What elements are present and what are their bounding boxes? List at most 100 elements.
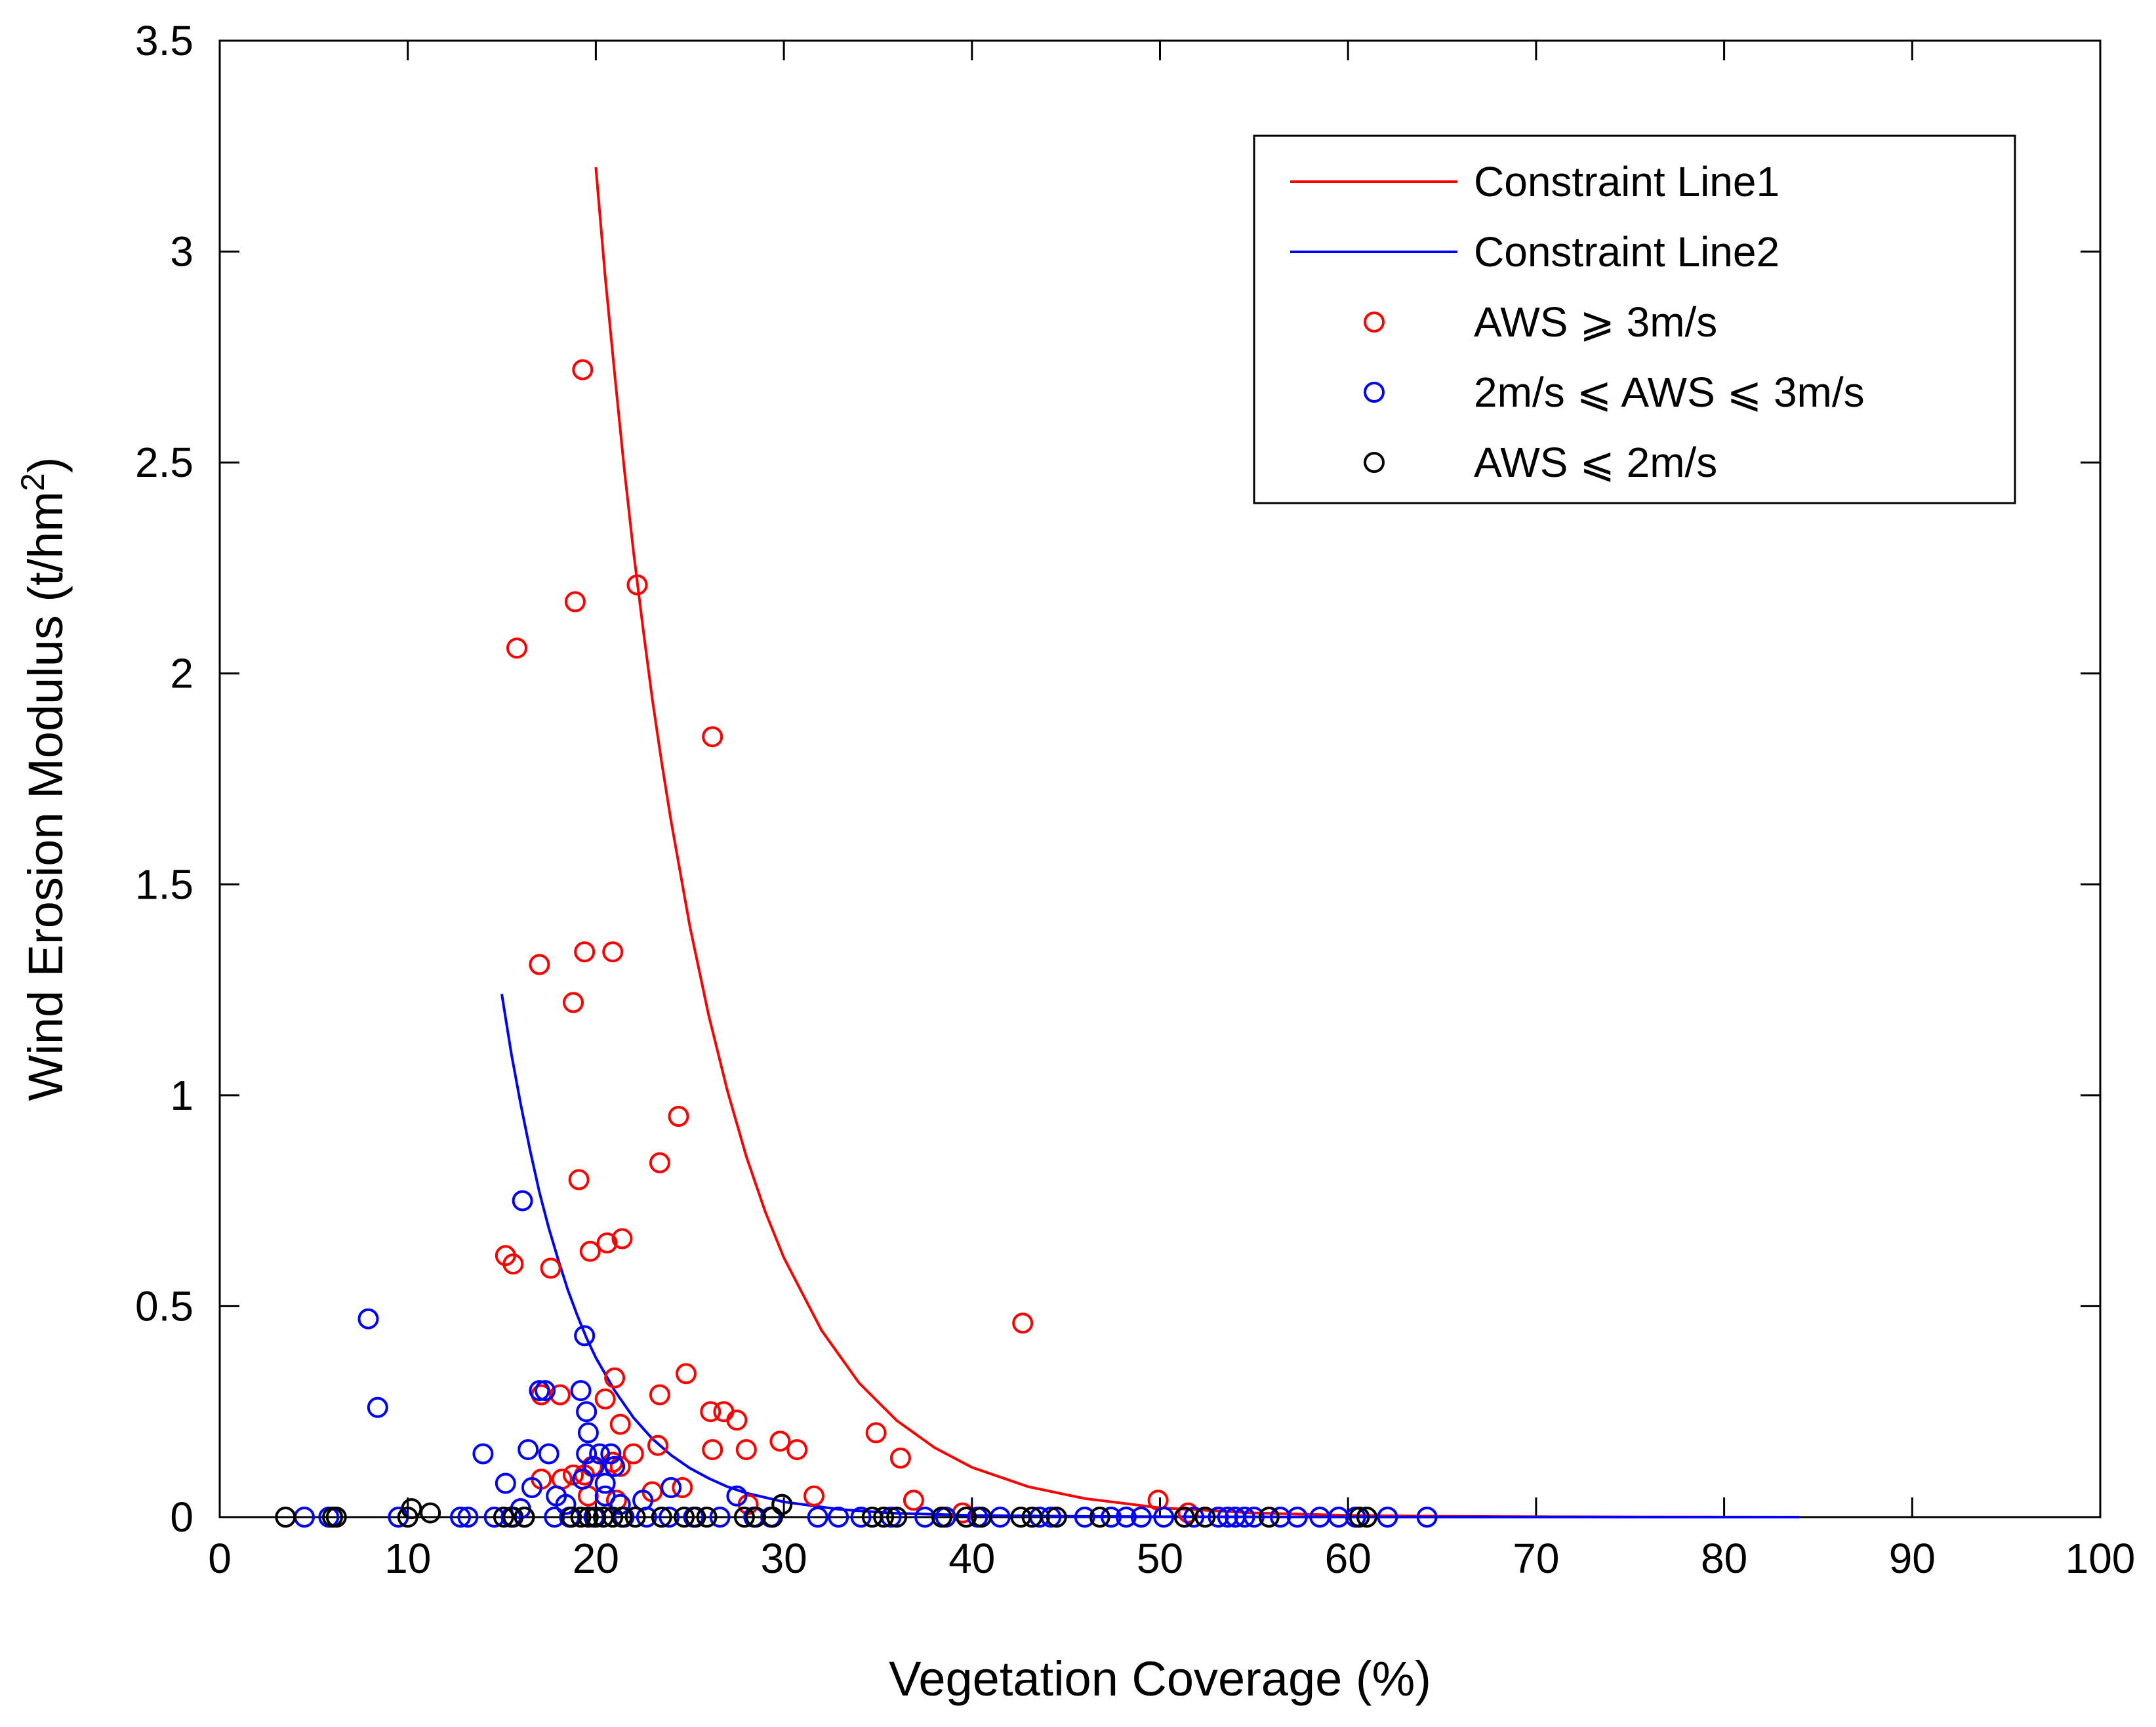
series-1-point bbox=[769, 1431, 791, 1452]
series-2-point bbox=[512, 1190, 533, 1211]
series-1-point bbox=[903, 1490, 924, 1511]
series-3-point bbox=[696, 1507, 718, 1528]
series-1-point bbox=[611, 1228, 633, 1250]
series-2-point bbox=[594, 1473, 616, 1494]
series-2-point bbox=[1217, 1507, 1238, 1528]
series-1-point bbox=[596, 1232, 618, 1253]
series-2-point bbox=[1234, 1507, 1255, 1528]
series-3-point bbox=[1173, 1507, 1195, 1528]
x-tick-label: 100 bbox=[2065, 1535, 2136, 1582]
series-3-point bbox=[971, 1507, 992, 1528]
series-2-point bbox=[574, 1325, 596, 1347]
series-3-point bbox=[585, 1507, 607, 1528]
series-2-point bbox=[1416, 1507, 1438, 1528]
series-2-point bbox=[1270, 1507, 1291, 1528]
series-2-point bbox=[583, 1455, 605, 1477]
series-2-point bbox=[589, 1443, 611, 1465]
series-3-point bbox=[577, 1507, 599, 1528]
series-3-point bbox=[1194, 1507, 1216, 1528]
series-2-point bbox=[600, 1443, 622, 1465]
x-tick-label: 20 bbox=[573, 1535, 619, 1582]
series-2-point bbox=[1286, 1507, 1308, 1528]
series-3-point bbox=[886, 1507, 908, 1528]
series-1-point bbox=[549, 1384, 571, 1406]
series-3-point bbox=[733, 1507, 755, 1528]
series-2-point bbox=[367, 1396, 388, 1418]
series-1-point bbox=[672, 1477, 693, 1498]
x-axis-title: Vegetation Coverage (%) bbox=[889, 1652, 1431, 1706]
series-3-point bbox=[651, 1507, 672, 1528]
series-3-point bbox=[420, 1502, 441, 1524]
series-1-point bbox=[786, 1439, 808, 1461]
series-3-point bbox=[611, 1507, 633, 1528]
series-1-point bbox=[564, 591, 586, 613]
series-3-point bbox=[873, 1507, 895, 1528]
x-tick-label: 40 bbox=[948, 1535, 995, 1582]
series-2-point bbox=[636, 1507, 657, 1528]
series-3-point bbox=[602, 1507, 624, 1528]
y-axis-title-suffix: ) bbox=[18, 457, 73, 474]
series-2-point bbox=[555, 1493, 577, 1515]
series-1-point bbox=[529, 954, 550, 975]
series-2-point bbox=[572, 1469, 594, 1490]
series-3-point bbox=[493, 1507, 514, 1528]
constraint-line-2 bbox=[500, 994, 1800, 1518]
legend-marker-swatch bbox=[1364, 452, 1385, 473]
series-2-point bbox=[1074, 1507, 1095, 1528]
series-2-point bbox=[1377, 1507, 1398, 1528]
legend-label: 2m/s ⩽ AWS ⩽ 3m/s bbox=[1474, 369, 1865, 416]
series-2-point bbox=[457, 1507, 479, 1528]
series-1-point bbox=[668, 1106, 689, 1127]
series-2-point bbox=[661, 1477, 682, 1498]
series-2-point bbox=[570, 1380, 592, 1402]
y-tick-label: 0 bbox=[170, 1493, 193, 1541]
series-2-point bbox=[450, 1507, 471, 1528]
series-3-point bbox=[674, 1507, 695, 1528]
y-tick-label: 3.5 bbox=[135, 17, 193, 64]
series-1-point bbox=[594, 1388, 616, 1410]
series-3-point bbox=[1089, 1507, 1110, 1528]
x-tick-label: 60 bbox=[1325, 1535, 1372, 1582]
x-tick-label: 0 bbox=[208, 1535, 232, 1582]
series-3-point bbox=[275, 1507, 296, 1528]
series-1-point bbox=[563, 1464, 584, 1486]
series-2-point bbox=[807, 1507, 828, 1528]
series-2-point bbox=[914, 1507, 936, 1528]
legend-marker-swatch bbox=[1364, 312, 1385, 333]
series-2-point bbox=[518, 1439, 539, 1461]
y-axis-title-superscript: 2 bbox=[14, 473, 51, 491]
series-1-point bbox=[726, 1410, 748, 1431]
series-2-point bbox=[535, 1380, 556, 1402]
series-2-point bbox=[538, 1443, 559, 1465]
series-1-point bbox=[700, 1401, 722, 1423]
series-2-point bbox=[544, 1507, 565, 1528]
series-2-point bbox=[521, 1477, 542, 1498]
y-tick-label: 2.5 bbox=[135, 439, 193, 486]
series-1-point bbox=[649, 1152, 670, 1173]
series-1-point bbox=[622, 1443, 644, 1465]
x-tick-label: 30 bbox=[761, 1535, 807, 1582]
series-3-point bbox=[561, 1507, 582, 1528]
series-2-point bbox=[1115, 1507, 1137, 1528]
series-2-point bbox=[828, 1507, 849, 1528]
series-1-point bbox=[579, 1240, 601, 1262]
series-3-point bbox=[570, 1507, 592, 1528]
series-1-point bbox=[563, 992, 584, 1013]
series-1-point bbox=[626, 574, 648, 596]
series-3-point bbox=[325, 1507, 347, 1528]
y-axis-title: Wind Erosion Modulus (t/hm2) bbox=[14, 457, 73, 1101]
series-3-point bbox=[771, 1493, 793, 1515]
series-3-point bbox=[502, 1507, 524, 1528]
series-1-point bbox=[713, 1401, 735, 1423]
series-1-point bbox=[702, 1439, 723, 1461]
series-1-point bbox=[540, 1257, 561, 1279]
x-tick-label: 90 bbox=[1889, 1535, 1936, 1582]
series-2-point bbox=[1328, 1507, 1349, 1528]
series-2-point bbox=[495, 1473, 516, 1494]
x-tick-label: 50 bbox=[1137, 1535, 1183, 1582]
series-2-point bbox=[709, 1507, 731, 1528]
series-1-point bbox=[735, 1439, 757, 1461]
series-1-point bbox=[502, 1253, 524, 1275]
